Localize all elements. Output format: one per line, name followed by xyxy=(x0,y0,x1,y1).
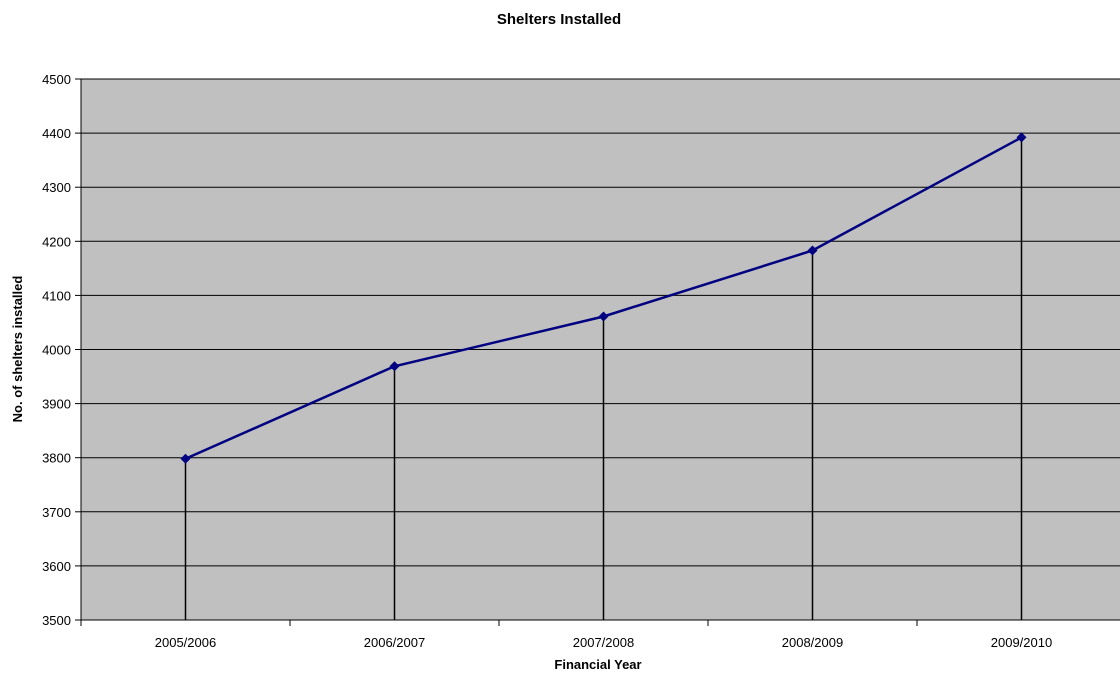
y-tick-label: 4400 xyxy=(42,126,71,141)
x-axis-ticks: 2005/2006 2006/2007 2007/2008 2008/2009 2009… xyxy=(80,620,1052,650)
chart-title: Shelters Installed xyxy=(497,11,621,28)
y-tick-label: 3900 xyxy=(42,397,71,412)
drop-lines xyxy=(184,137,1023,620)
y-tick-label: 3500 xyxy=(42,613,71,628)
x-tick-label: 2008/2009 xyxy=(782,635,843,650)
x-tick-label: 2007/2008 xyxy=(573,635,634,650)
y-tick-label: 4100 xyxy=(42,288,71,303)
y-axis-ticks: 3500 3600 3700 3800 3900 4000 4100 4200 4300 4400… xyxy=(42,72,81,628)
y-tick-label: 4500 xyxy=(42,72,71,87)
data-markers xyxy=(180,132,1027,464)
y-tick-label: 4200 xyxy=(42,234,71,249)
x-tick-label: 2006/2007 xyxy=(364,635,425,650)
y-tick-label: 3800 xyxy=(42,451,71,466)
data-point xyxy=(1016,132,1027,143)
data-point xyxy=(598,311,609,322)
data-point xyxy=(807,245,818,256)
y-tick-label: 3700 xyxy=(42,505,71,520)
y-axis-label: No. of shelters installed xyxy=(10,276,25,423)
x-tick-label: 2009/2010 xyxy=(991,635,1052,650)
y-tick-label: 4300 xyxy=(42,180,71,195)
y-tick-label: 4000 xyxy=(42,343,71,358)
x-axis-label: Financial Year xyxy=(554,657,641,672)
y-tick-label: 3600 xyxy=(42,559,71,574)
data-point xyxy=(180,453,191,464)
data-point xyxy=(389,361,400,372)
x-tick-label: 2005/2006 xyxy=(155,635,216,650)
